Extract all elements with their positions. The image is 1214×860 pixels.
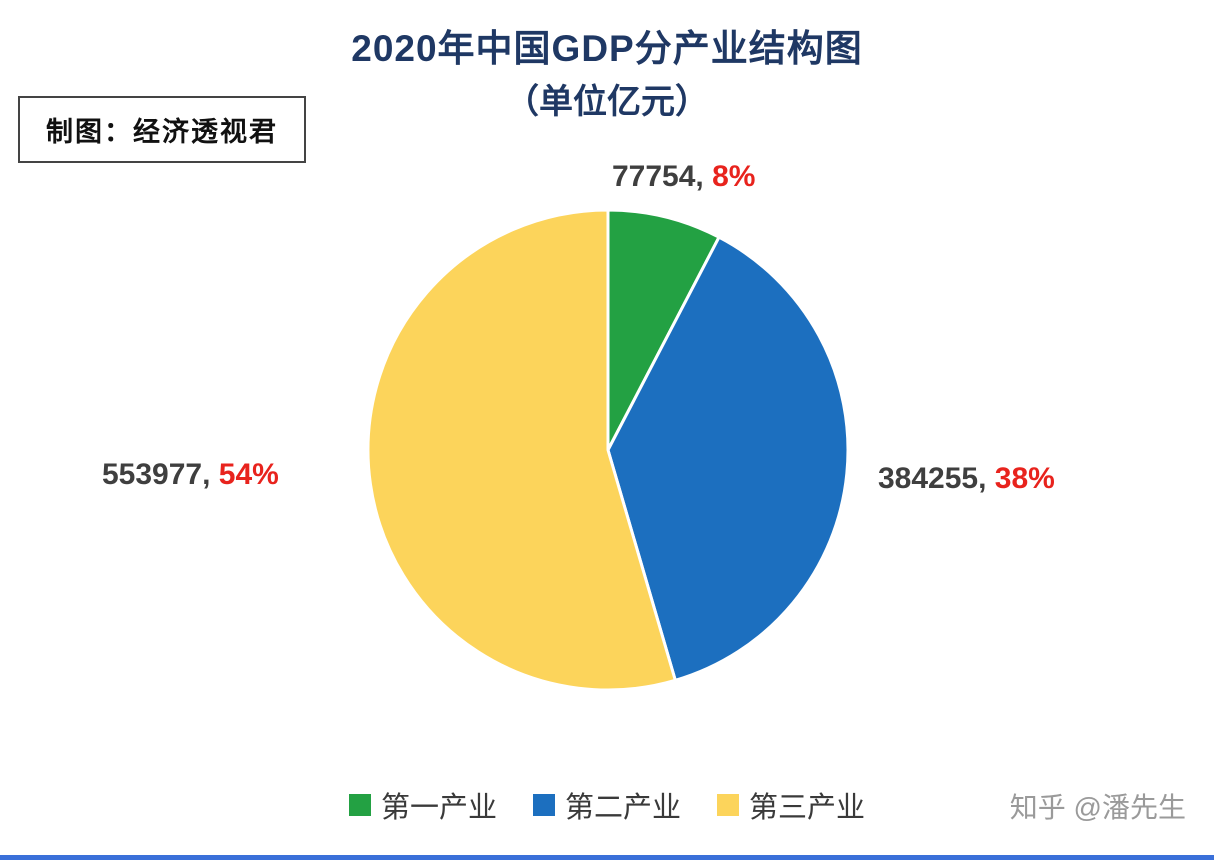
slice-label-tertiary-industry: 553977, 54% — [102, 458, 279, 492]
bottom-accent-bar — [0, 855, 1214, 860]
slice-value: 553977, — [102, 458, 211, 491]
pie-slice-2 — [366, 208, 677, 692]
slice-value: 384255, — [878, 462, 987, 495]
slice-label-secondary-industry: 384255, 38% — [878, 462, 1055, 496]
legend-item-primary-industry: 第一产业 — [348, 784, 497, 826]
slice-label-primary-industry: 77754, 8% — [612, 160, 755, 194]
legend-swatch-green — [348, 794, 371, 816]
pie-chart — [366, 208, 850, 692]
chart-subtitle: （单位亿元） — [505, 83, 709, 121]
legend-swatch-yellow — [717, 794, 739, 816]
pie-slice-0 — [606, 208, 721, 452]
legend-label: 第二产业 — [564, 792, 681, 824]
slice-percent: 38% — [994, 462, 1055, 495]
pie-slice-1 — [606, 235, 850, 682]
legend-label: 第三产业 — [749, 792, 866, 824]
legend: 第一产业 第二产业 第三产业 — [0, 784, 1214, 826]
slice-percent: 8% — [712, 160, 756, 193]
legend-item-secondary-industry: 第二产业 — [532, 784, 681, 826]
slice-percent: 54% — [218, 458, 279, 491]
chart-title: 2020年中国GDP分产业结构图 — [351, 28, 863, 69]
credit-box: 制图：经济透视君 — [18, 96, 306, 163]
watermark-zhihu: 知乎 @潘先生 — [1009, 792, 1186, 823]
legend-swatch-blue — [532, 794, 555, 816]
slice-value: 77754, — [612, 160, 704, 193]
legend-item-tertiary-industry: 第三产业 — [717, 784, 865, 826]
legend-label: 第一产业 — [380, 792, 497, 824]
